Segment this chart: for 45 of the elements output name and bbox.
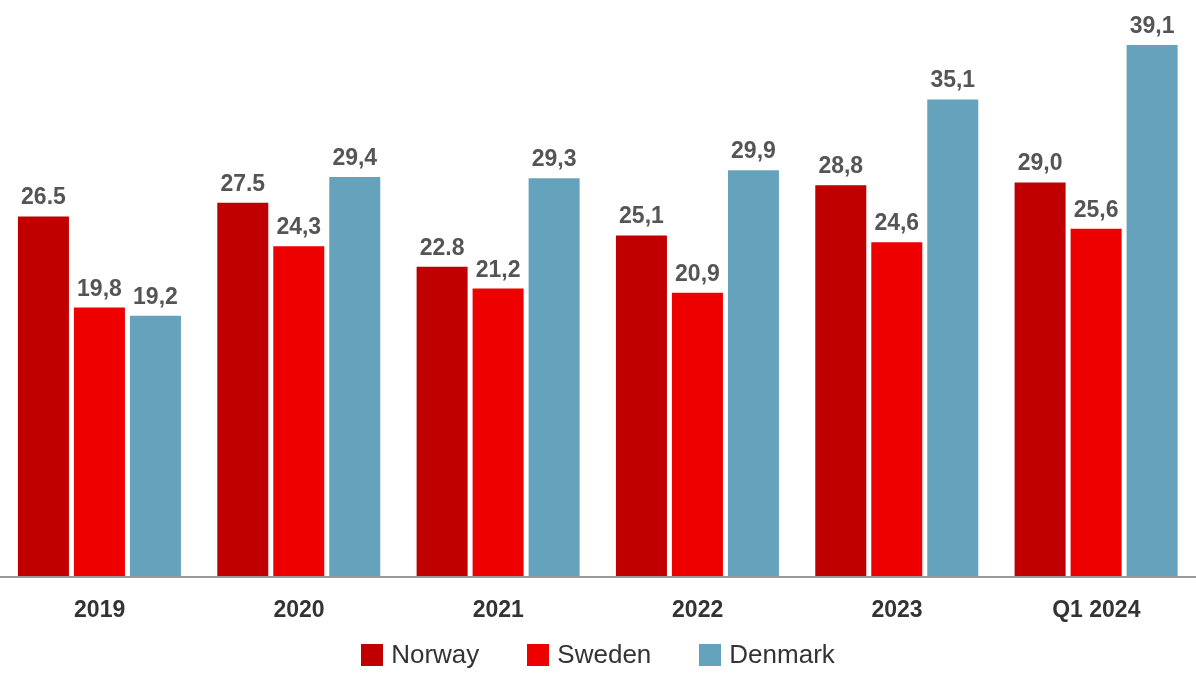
data-label: 29,3: [531, 145, 577, 172]
bar: [472, 288, 524, 577]
bar: [871, 242, 923, 577]
legend-label: Denmark: [729, 639, 835, 670]
bar: [329, 176, 381, 577]
bar: [17, 216, 69, 577]
bar: [1126, 45, 1178, 577]
data-label: 26.5: [21, 183, 67, 210]
data-label: 25,6: [1073, 195, 1119, 222]
data-label: 24,3: [276, 213, 322, 240]
x-tick-label: 2020: [273, 596, 325, 623]
bar: [273, 246, 325, 577]
data-label: 29,9: [731, 137, 776, 164]
data-label: 28,8: [818, 152, 864, 179]
data-label: 19,8: [77, 274, 123, 301]
bar: [1070, 228, 1122, 577]
data-label: 24,6: [874, 209, 920, 236]
data-label: 19,2: [133, 282, 178, 309]
data-label: 27.5: [220, 169, 266, 196]
bar: [927, 99, 979, 577]
x-tick-label: 2022: [672, 596, 724, 623]
x-tick-label: 2019: [74, 596, 126, 623]
bar: [129, 315, 181, 577]
data-label: 39,1: [1129, 12, 1175, 38]
bar: [217, 202, 269, 577]
x-tick-label: 2023: [871, 596, 923, 623]
data-label: 35,1: [930, 66, 976, 93]
bar: [615, 235, 667, 577]
x-tick-label: 2021: [472, 596, 525, 623]
data-label: 20,9: [675, 259, 720, 286]
data-label: 22.8: [419, 233, 465, 260]
data-label: 29,4: [332, 143, 378, 170]
x-tick-label: Q1 2024: [1052, 596, 1141, 623]
bar: [815, 185, 867, 577]
bar: [1014, 182, 1066, 577]
bar: [416, 266, 468, 577]
legend-label: Norway: [391, 639, 480, 670]
bar: [528, 178, 580, 577]
bar: [671, 292, 723, 577]
bar: [727, 170, 779, 577]
bar: [73, 307, 125, 577]
data-label: 21,2: [475, 255, 521, 282]
legend-label: Sweden: [557, 639, 652, 670]
data-label: 29,0: [1017, 149, 1063, 176]
data-label: 25,1: [619, 202, 665, 229]
